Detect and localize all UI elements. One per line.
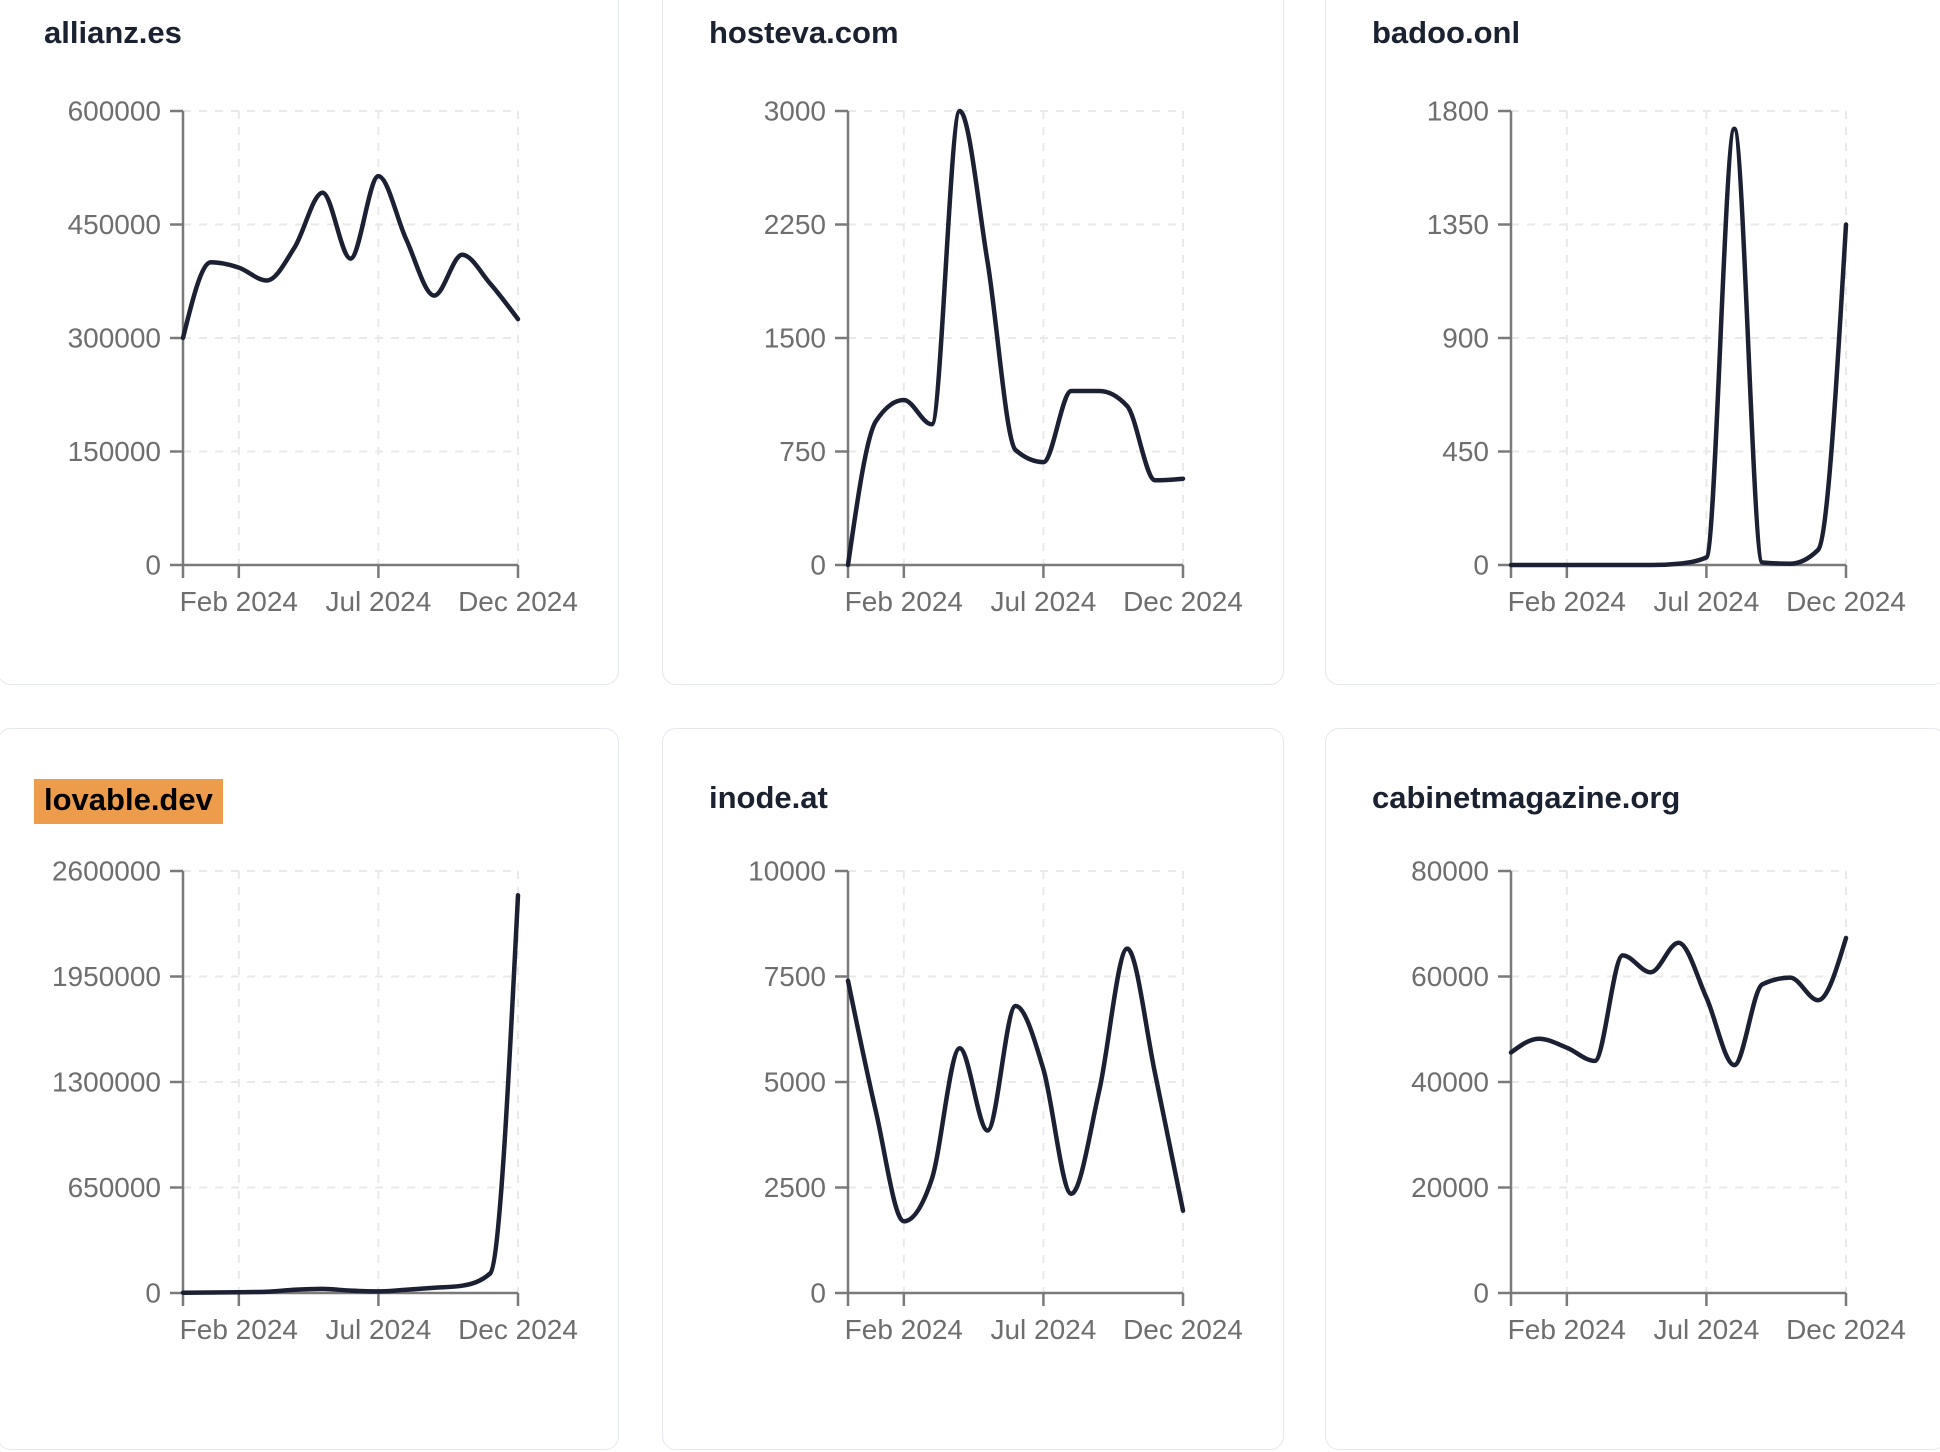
svg-text:Dec 2024: Dec 2024: [458, 586, 578, 617]
chart-title-allianz: allianz.es: [44, 15, 182, 50]
line-chart-lovable: 0 650000 1300000 1950000 2600000 Feb 2024 Jul …: [52, 856, 578, 1345]
svg-text:900: 900: [1442, 323, 1489, 354]
svg-text:Jul 2024: Jul 2024: [1653, 1314, 1759, 1345]
line-chart-inode: 0 2500 5000 7500 10000 Feb 2024 Jul 2024 Dec 20…: [748, 856, 1243, 1345]
svg-text:Dec 2024: Dec 2024: [1123, 586, 1243, 617]
svg-text:Dec 2024: Dec 2024: [458, 1314, 578, 1345]
svg-text:0: 0: [810, 1278, 826, 1309]
svg-text:0: 0: [145, 550, 161, 581]
svg-text:1500: 1500: [764, 323, 826, 354]
svg-text:1950000: 1950000: [52, 961, 161, 992]
svg-text:Dec 2024: Dec 2024: [1786, 1314, 1906, 1345]
svg-text:Jul 2024: Jul 2024: [1653, 586, 1759, 617]
svg-text:20000: 20000: [1411, 1172, 1489, 1203]
svg-text:Feb 2024: Feb 2024: [180, 586, 298, 617]
svg-text:40000: 40000: [1411, 1067, 1489, 1098]
chart-card-allianz: 0 150000 300000 450000 600000 Feb 2024 Jul 202…: [0, 0, 619, 685]
chart-title-hosteva: hosteva.com: [709, 15, 899, 50]
svg-text:0: 0: [1473, 550, 1489, 581]
svg-text:Feb 2024: Feb 2024: [1508, 586, 1626, 617]
svg-text:1350: 1350: [1427, 209, 1489, 240]
svg-text:10000: 10000: [748, 856, 826, 887]
svg-text:2600000: 2600000: [52, 856, 161, 887]
svg-text:150000: 150000: [68, 436, 161, 467]
chart-card-hosteva: 0 750 1500 2250 3000 Feb 2024 Jul 2024 Dec 2024…: [662, 0, 1284, 685]
svg-text:600000: 600000: [68, 96, 161, 127]
svg-text:3000: 3000: [764, 96, 826, 127]
svg-text:Feb 2024: Feb 2024: [180, 1314, 298, 1345]
svg-text:1800: 1800: [1427, 96, 1489, 127]
line-chart-hosteva: 0 750 1500 2250 3000 Feb 2024 Jul 2024 Dec 2024: [764, 96, 1243, 617]
svg-text:Dec 2024: Dec 2024: [1123, 1314, 1243, 1345]
chart-title-cabinetmagazine: cabinetmagazine.org: [1372, 780, 1681, 815]
chart-card-cabinetmagazine: 0 20000 40000 60000 80000 Feb 2024 Jul 2024 Dec…: [1325, 728, 1940, 1450]
svg-text:0: 0: [810, 550, 826, 581]
svg-text:300000: 300000: [68, 323, 161, 354]
svg-text:Jul 2024: Jul 2024: [990, 586, 1096, 617]
svg-text:5000: 5000: [764, 1067, 826, 1098]
svg-text:450: 450: [1442, 436, 1489, 467]
svg-text:0: 0: [145, 1278, 161, 1309]
svg-text:1300000: 1300000: [52, 1067, 161, 1098]
svg-text:Feb 2024: Feb 2024: [845, 586, 963, 617]
svg-text:Dec 2024: Dec 2024: [1786, 586, 1906, 617]
chart-title-badoo: badoo.onl: [1372, 15, 1521, 50]
svg-text:Feb 2024: Feb 2024: [845, 1314, 963, 1345]
line-chart-cabinetmagazine: 0 20000 40000 60000 80000 Feb 2024 Jul 2024 Dec…: [1411, 856, 1906, 1345]
svg-text:650000: 650000: [68, 1172, 161, 1203]
svg-text:Jul 2024: Jul 2024: [325, 586, 431, 617]
chart-title-lovable: lovable.dev: [34, 779, 223, 824]
svg-text:Feb 2024: Feb 2024: [1508, 1314, 1626, 1345]
chart-card-inode: 0 2500 5000 7500 10000 Feb 2024 Jul 2024 Dec 20…: [662, 728, 1284, 1450]
svg-text:Jul 2024: Jul 2024: [990, 1314, 1096, 1345]
svg-text:7500: 7500: [764, 961, 826, 992]
svg-text:Jul 2024: Jul 2024: [325, 1314, 431, 1345]
svg-text:60000: 60000: [1411, 961, 1489, 992]
chart-card-lovable: 0 650000 1300000 1950000 2600000 Feb 2024 Jul …: [0, 728, 619, 1450]
line-chart-allianz: 0 150000 300000 450000 600000 Feb 2024 Jul 202…: [68, 96, 578, 617]
chart-title-inode: inode.at: [709, 780, 828, 815]
svg-text:750: 750: [779, 436, 826, 467]
svg-text:2250: 2250: [764, 209, 826, 240]
svg-text:450000: 450000: [68, 209, 161, 240]
svg-text:0: 0: [1473, 1278, 1489, 1309]
chart-card-badoo: 0 450 900 1350 1800 Feb 2024 Jul 2024 Dec 2024 …: [1325, 0, 1940, 685]
line-chart-badoo: 0 450 900 1350 1800 Feb 2024 Jul 2024 Dec 2024: [1427, 96, 1906, 617]
svg-text:2500: 2500: [764, 1172, 826, 1203]
svg-text:80000: 80000: [1411, 856, 1489, 887]
